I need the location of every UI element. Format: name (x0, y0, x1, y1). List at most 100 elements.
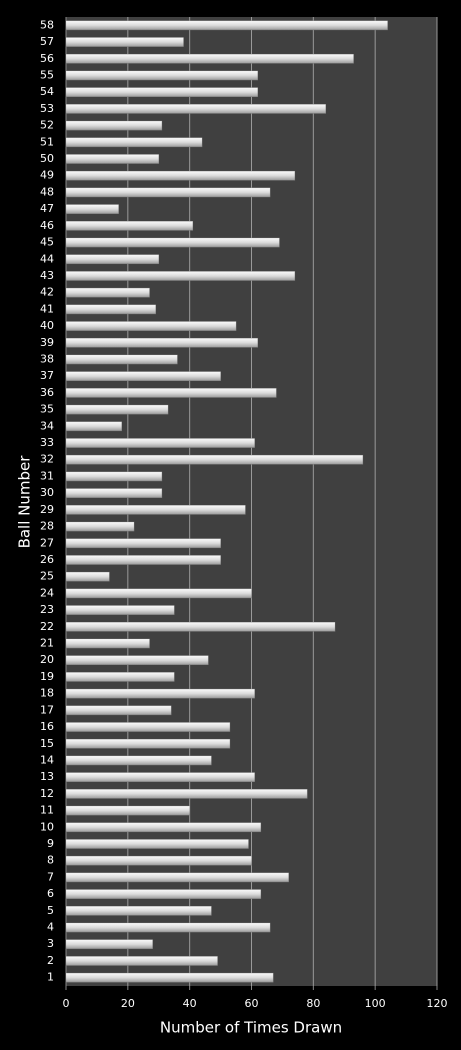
x-tick-label: 100 (365, 997, 386, 1010)
y-tick-label: 1 (47, 971, 54, 984)
bar-shade (66, 488, 162, 498)
y-tick-label: 55 (40, 68, 54, 81)
y-tick-label: 15 (40, 737, 54, 750)
bar-shade (66, 321, 237, 331)
bar-shade (66, 271, 295, 281)
bar-shade (66, 354, 178, 364)
y-tick-label: 14 (40, 753, 54, 766)
y-tick-label: 21 (40, 637, 54, 650)
y-tick-label: 53 (40, 102, 54, 115)
bar-shade (66, 705, 172, 715)
bar-shade (66, 438, 255, 448)
bar-shade (66, 70, 258, 80)
y-tick-label: 24 (40, 586, 54, 599)
x-tick-label: 0 (63, 997, 70, 1010)
bar-shade (66, 939, 153, 949)
y-tick-label: 11 (40, 804, 54, 817)
y-tick-label: 7 (47, 870, 54, 883)
y-tick-label: 30 (40, 486, 54, 499)
bar-shade (66, 689, 255, 699)
bar-shade (66, 789, 308, 799)
bar-shade (66, 639, 150, 649)
y-tick-label: 32 (40, 453, 54, 466)
y-tick-label: 35 (40, 403, 54, 416)
bar-shade (66, 906, 212, 916)
y-tick-label: 46 (40, 219, 54, 232)
y-tick-label: 54 (40, 85, 54, 98)
y-tick-label: 3 (47, 937, 54, 950)
bar-shade (66, 187, 271, 197)
bar-shade (66, 973, 274, 983)
y-tick-label: 41 (40, 302, 54, 315)
bar-shade (66, 755, 212, 765)
y-tick-label: 27 (40, 536, 54, 549)
y-axis-title: Ball Number (16, 455, 34, 549)
bar-shade (66, 522, 135, 532)
y-tick-label: 42 (40, 286, 54, 299)
bar-shade (66, 154, 159, 164)
bar-shade (66, 588, 252, 598)
y-tick-label: 37 (40, 369, 54, 382)
bar-shade (66, 254, 159, 264)
bar-shade (66, 806, 190, 816)
y-tick-label: 17 (40, 703, 54, 716)
bar-shade (66, 54, 354, 64)
y-tick-label: 28 (40, 520, 54, 533)
bar-shade (66, 739, 230, 749)
bar-shade (66, 622, 335, 632)
bar-shade (66, 572, 110, 582)
bar-shade (66, 956, 218, 966)
y-tick-label: 50 (40, 152, 54, 165)
y-tick-label: 23 (40, 603, 54, 616)
bar-shade (66, 388, 277, 398)
bar-shade (66, 722, 230, 732)
bar-shade (66, 471, 162, 481)
bar-shade (66, 421, 122, 431)
x-axis-title: Number of Times Drawn (160, 1019, 342, 1037)
y-tick-label: 26 (40, 553, 54, 566)
bar-shade (66, 889, 261, 899)
y-tick-label: 9 (47, 837, 54, 850)
bar-shade (66, 772, 255, 782)
y-tick-label: 33 (40, 436, 54, 449)
y-tick-label: 10 (40, 820, 54, 833)
y-tick-label: 52 (40, 119, 54, 132)
y-tick-label: 43 (40, 269, 54, 282)
y-tick-label: 8 (47, 854, 54, 867)
bar-shade (66, 371, 221, 381)
bar-shade (66, 856, 252, 866)
bar-shade (66, 405, 169, 415)
bar-shade (66, 872, 289, 882)
y-tick-label: 51 (40, 135, 54, 148)
bar-shade (66, 338, 258, 348)
y-tick-label: 25 (40, 570, 54, 583)
y-tick-label: 34 (40, 419, 54, 432)
y-tick-label: 56 (40, 52, 54, 65)
bar-shade (66, 605, 175, 615)
bar-shade (66, 37, 184, 47)
y-tick-label: 4 (47, 921, 54, 934)
bar-shade (66, 171, 295, 181)
bar-shade (66, 238, 280, 248)
bar-shade (66, 839, 249, 849)
x-tick-label: 20 (121, 997, 135, 1010)
y-tick-label: 40 (40, 319, 54, 332)
y-tick-label: 47 (40, 202, 54, 215)
y-tick-label: 19 (40, 670, 54, 683)
bar-shade (66, 672, 175, 682)
bar-shade (66, 555, 221, 565)
y-tick-label: 29 (40, 503, 54, 516)
bar-shade (66, 304, 156, 314)
y-tick-label: 57 (40, 35, 54, 48)
y-tick-label: 45 (40, 236, 54, 249)
y-tick-label: 22 (40, 620, 54, 633)
bar-shade (66, 505, 246, 515)
y-tick-label: 20 (40, 653, 54, 666)
y-tick-label: 49 (40, 169, 54, 182)
y-tick-label: 31 (40, 469, 54, 482)
bar-shade (66, 87, 258, 97)
y-tick-label: 12 (40, 787, 54, 800)
x-tick-label: 80 (306, 997, 320, 1010)
bar-shade (66, 137, 203, 147)
